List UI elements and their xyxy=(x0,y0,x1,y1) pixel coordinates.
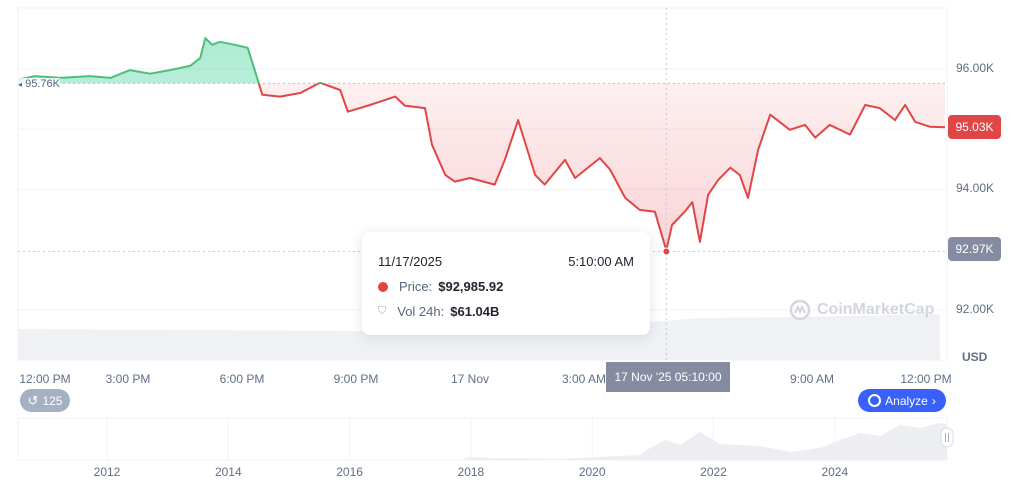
navigator-year-label: 2018 xyxy=(457,465,485,479)
x-tick-label: 12:00 PM xyxy=(19,372,71,386)
tooltip-volume-value: $61.04B xyxy=(450,304,500,319)
price-line-up xyxy=(18,37,325,84)
price-dot-icon xyxy=(378,281,388,292)
tooltip-date: 11/17/2025 xyxy=(378,254,443,269)
x-tick-label: 9:00 PM xyxy=(333,372,379,386)
hover-tooltip: 11/17/2025 5:10:00 AM Price: $92,985.92 … xyxy=(362,232,650,335)
y-tick-label: 96.00K xyxy=(956,60,995,75)
navigator-year-label: 2012 xyxy=(93,465,121,479)
navigator-year-label: 2016 xyxy=(336,465,363,479)
current-price-tag: 95.03K xyxy=(948,115,1001,139)
navigator-year-label: 2022 xyxy=(700,465,727,479)
navigator-year-label: 2024 xyxy=(821,465,849,479)
navigator-year-label: 2014 xyxy=(214,465,242,479)
hover-time-label: 17 Nov '25 05:10:00 xyxy=(606,362,730,392)
navigator-area xyxy=(18,423,947,460)
y-tick-label: 94.00K xyxy=(956,181,995,196)
navigator-handle[interactable] xyxy=(940,427,954,448)
tooltip-volume-label: Vol 24h: xyxy=(397,304,445,319)
hover-point xyxy=(662,247,671,256)
volume-area xyxy=(18,314,940,360)
volume-shield-icon: ⛉ xyxy=(378,305,387,317)
currency-label: USD xyxy=(962,350,988,364)
history-count: 125 xyxy=(42,393,63,408)
x-tick-label: 3:00 AM xyxy=(561,372,607,386)
area-below-baseline xyxy=(18,83,945,251)
analyze-label: Analyze xyxy=(885,393,928,408)
tooltip-time: 5:10:00 AM xyxy=(568,254,634,269)
hover-price-tag: 92.97K xyxy=(948,237,1001,261)
tooltip-price-value: $92,985.92 xyxy=(438,279,504,294)
x-tick-label: 17 Nov xyxy=(450,372,490,386)
x-tick-label: 6:00 PM xyxy=(219,372,265,386)
y-tick-label: 92.00K xyxy=(956,301,995,316)
coinmarketcap-logo-icon xyxy=(789,299,811,321)
baseline-label: ◂ 95.76K xyxy=(18,78,60,90)
history-clock-icon: ↺ xyxy=(27,392,39,408)
tooltip-price-label: Price: xyxy=(399,279,433,294)
area-above-baseline xyxy=(18,38,322,84)
baseline-arrow-icon: ◂ xyxy=(18,80,23,89)
watermark-text: CoinMarketCap xyxy=(817,301,935,318)
chevron-right-icon: › xyxy=(931,393,936,408)
watermark: CoinMarketCap xyxy=(789,299,934,321)
navigator-year-label: 2020 xyxy=(578,465,606,479)
x-tick-label: 9:00 AM xyxy=(789,372,835,386)
x-tick-label: 12:00 PM xyxy=(900,372,952,386)
analyze-button[interactable]: Analyze › xyxy=(858,389,946,412)
price-line-down xyxy=(257,83,946,252)
history-badge[interactable]: ↺ 125 xyxy=(20,389,70,412)
baseline-value: 95.76K xyxy=(25,78,60,90)
x-tick-label: 3:00 PM xyxy=(105,372,151,386)
analyze-logo-icon xyxy=(868,394,882,407)
